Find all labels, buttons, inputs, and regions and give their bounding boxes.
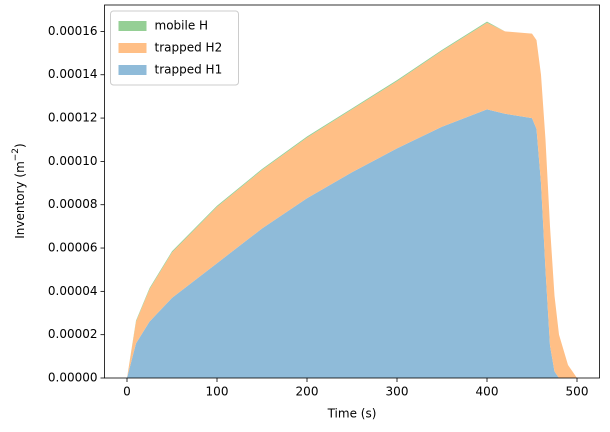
x-tick-label: 100 — [206, 385, 229, 399]
legend-swatch — [118, 65, 147, 75]
x-tick-label: 300 — [386, 385, 409, 399]
x-tick-label: 200 — [296, 385, 319, 399]
legend-label: mobile H — [155, 19, 209, 33]
y-tick-label: 0.00000 — [48, 371, 98, 385]
y-tick-label: 0.00012 — [48, 111, 98, 125]
x-tick-label: 400 — [476, 385, 499, 399]
area — [127, 109, 577, 379]
legend-swatch — [118, 43, 147, 53]
x-axis-label: Time (s) — [327, 407, 377, 421]
legend-label: trapped H2 — [155, 41, 223, 55]
legend-swatch — [118, 21, 147, 31]
plot-frame — [104, 4, 600, 379]
y-tick-label: 0.00004 — [48, 284, 98, 298]
y-tick-label: 0.00016 — [48, 24, 98, 38]
y-label-main: Inventory (m — [13, 161, 27, 239]
x-tick-label: 0 — [123, 385, 131, 399]
legend-label: trapped H1 — [155, 63, 223, 77]
y-tick-label: 0.00002 — [48, 327, 98, 341]
y-label-end: ) — [13, 143, 27, 148]
x-tick-label: 500 — [566, 385, 589, 399]
y-tick-label: 0.00006 — [48, 241, 98, 255]
y-axis-label: Inventory (m−2) — [11, 143, 27, 238]
area — [127, 22, 577, 379]
y-tick-label: 0.00014 — [48, 67, 98, 81]
y-label-sup: −2 — [11, 148, 21, 161]
y-tick-label: 0.00010 — [48, 154, 98, 168]
y-tick-label: 0.00008 — [48, 197, 98, 211]
